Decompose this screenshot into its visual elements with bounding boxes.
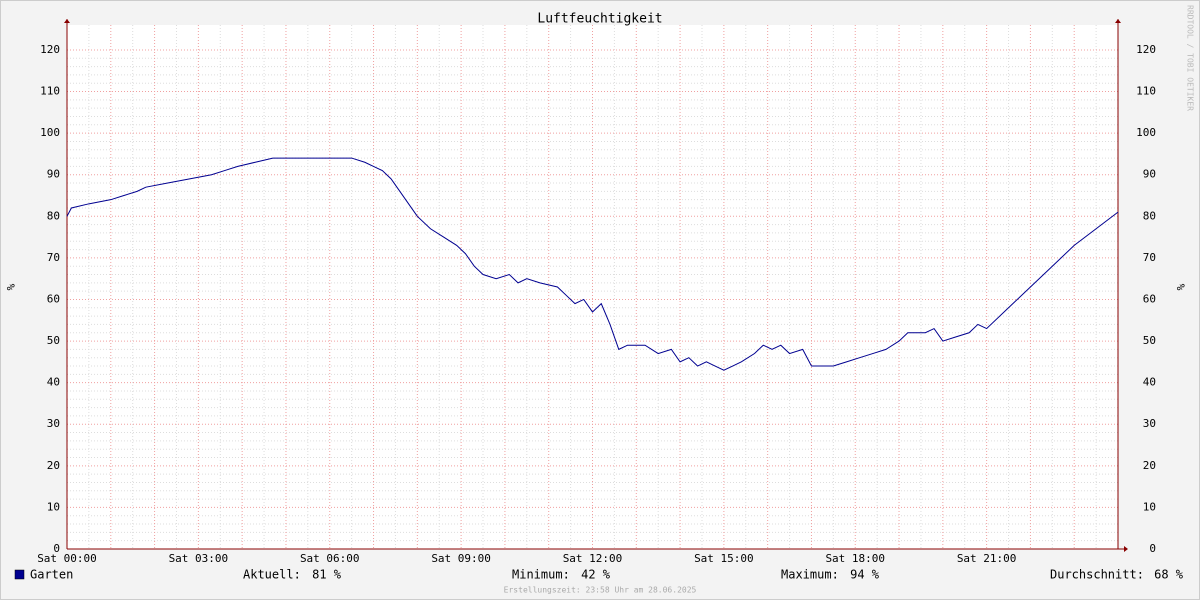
y-tick-label: 60 bbox=[47, 292, 60, 305]
stat-value: 94 % bbox=[850, 568, 880, 582]
legend-label: Garten bbox=[30, 568, 73, 582]
y-tick-label: 120 bbox=[40, 43, 60, 56]
y2-tick-label: 10 bbox=[1143, 500, 1156, 513]
stat-value: 42 % bbox=[581, 568, 611, 582]
y2-tick-label: 80 bbox=[1143, 209, 1156, 222]
x-tick-label: Sat 06:00 bbox=[300, 552, 360, 565]
stat-label: Maximum: bbox=[781, 568, 839, 582]
y-axis-label: % bbox=[4, 284, 17, 291]
watermark: RRDTOOL / TOBI OETIKER bbox=[1186, 5, 1195, 111]
y-tick-label: 20 bbox=[47, 459, 60, 472]
y-tick-label: 70 bbox=[47, 251, 60, 264]
chart-title: Luftfeuchtigkeit bbox=[537, 12, 662, 27]
y2-tick-label: 120 bbox=[1136, 43, 1156, 56]
x-tick-label: Sat 09:00 bbox=[431, 552, 491, 565]
y-tick-label: 10 bbox=[47, 500, 60, 513]
footer: Erstellungszeit: 23:58 Uhr am 28.06.2025 bbox=[504, 586, 697, 595]
y2-tick-label: 90 bbox=[1143, 168, 1156, 181]
y-tick-label: 30 bbox=[47, 417, 60, 430]
data-line bbox=[66, 157, 1119, 371]
x-tick-label: Sat 18:00 bbox=[825, 552, 885, 565]
y2-tick-label: 60 bbox=[1143, 292, 1156, 305]
legend-swatch bbox=[14, 569, 25, 580]
y2-tick-label: 100 bbox=[1136, 126, 1156, 139]
stat-label: Aktuell: bbox=[243, 568, 301, 582]
y-tick-label: 40 bbox=[47, 376, 60, 389]
stat-label: Minimum: bbox=[512, 568, 570, 582]
x-tick-label: Sat 03:00 bbox=[169, 552, 229, 565]
stat-value: 68 % bbox=[1154, 568, 1184, 582]
y2-tick-label: 110 bbox=[1136, 85, 1156, 98]
stat-label: Durchschnitt: bbox=[1050, 568, 1144, 582]
y-tick-label: 110 bbox=[40, 85, 60, 98]
x-tick-label: Sat 12:00 bbox=[563, 552, 623, 565]
y-tick-label: 90 bbox=[47, 168, 60, 181]
y2-tick-label: 0 bbox=[1149, 542, 1156, 555]
y-tick-label: 50 bbox=[47, 334, 60, 347]
y2-tick-label: 50 bbox=[1143, 334, 1156, 347]
stat-value: 81 % bbox=[312, 568, 342, 582]
y2-tick-label: 30 bbox=[1143, 417, 1156, 430]
axis bbox=[66, 19, 1124, 550]
x-tick-label: Sat 21:00 bbox=[957, 552, 1017, 565]
x-tick-label: Sat 00:00 bbox=[37, 552, 97, 565]
y2-tick-label: 20 bbox=[1143, 459, 1156, 472]
y2-tick-label: 40 bbox=[1143, 376, 1156, 389]
y-tick-label: 80 bbox=[47, 209, 60, 222]
y2-tick-label: 70 bbox=[1143, 251, 1156, 264]
y2-axis-label: % bbox=[1174, 284, 1187, 291]
x-tick-label: Sat 15:00 bbox=[694, 552, 754, 565]
y-tick-label: 0 bbox=[53, 542, 60, 555]
y-tick-label: 100 bbox=[40, 126, 60, 139]
